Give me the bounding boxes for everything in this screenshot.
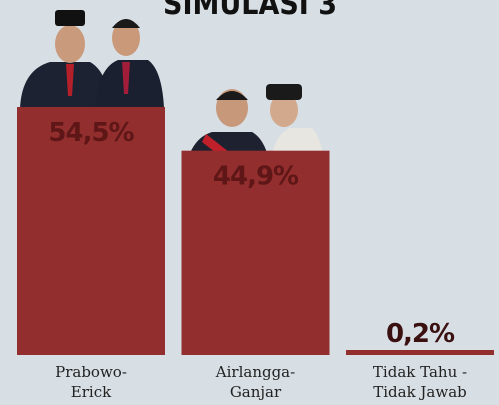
bar	[346, 350, 494, 355]
chart-title: SIMULASI 3	[163, 0, 337, 22]
bar	[17, 107, 165, 355]
category-label: Tidak Tahu - Tidak Jawab	[372, 363, 468, 401]
bar	[181, 150, 330, 355]
photo-group-1	[20, 10, 164, 108]
category-label: Airlangga-Ganjar	[215, 363, 296, 401]
value-label: 54,5%	[48, 118, 134, 148]
value-label: 0,2%	[386, 319, 455, 349]
value-label: 44,9%	[213, 162, 299, 192]
bars: 54,5% 44,9% 0,2%	[17, 107, 494, 355]
category-label: Prabowo-Erick	[55, 363, 127, 401]
